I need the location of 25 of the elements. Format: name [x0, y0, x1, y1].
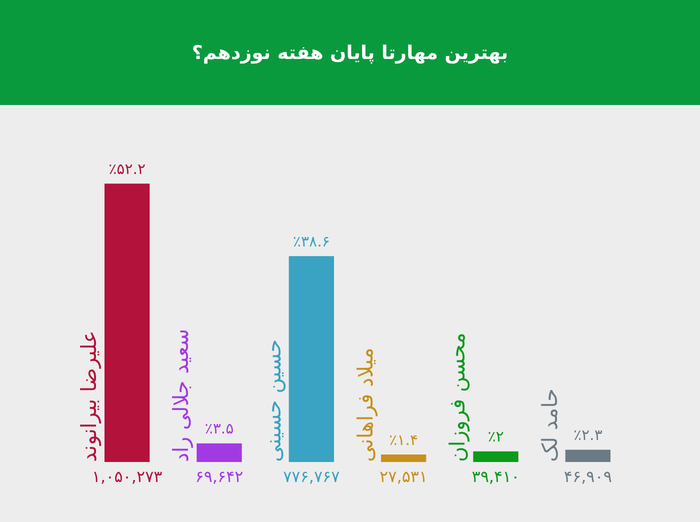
text: ۴۶,۹۰۹ [564, 467, 612, 486]
bar [565, 450, 610, 462]
data-label: ٪۵۲.۲ [108, 160, 146, 178]
data-label: ٪۳۸.۶ [292, 232, 330, 251]
x-tick-label: حسین حسینی [261, 339, 286, 462]
text: ۱,۰۵۰,۲۷۳ [92, 467, 163, 486]
x-tick-label: محسن فروزان [446, 332, 471, 462]
x-tick-label: سعید جلالی راد [169, 328, 194, 462]
x-tick-label: میلاد فراهانی [353, 348, 378, 462]
chart-title: بهترین مهارتا پایان هفته نوزدهم؟ [0, 0, 700, 105]
x-tick-label: علیرضا بیرانوند [76, 330, 102, 462]
data-label: ٪۲.۳ [573, 426, 602, 444]
bar [288, 256, 334, 462]
text: ۲۷,۵۳۱ [380, 467, 428, 486]
text: ۷۷۶,۷۶۷ [283, 467, 340, 486]
text: ۳۹,۴۱۰ [472, 467, 520, 486]
data-label: ٪۱.۴ [389, 430, 418, 449]
bar [473, 451, 518, 462]
bar [196, 443, 242, 462]
data-label: ٪۳.۵ [204, 420, 234, 438]
x-tick-label: حامد لک [538, 388, 562, 462]
text: ۶۹,۶۴۲ [195, 467, 244, 486]
bar [381, 454, 426, 462]
bar [104, 184, 150, 462]
data-label: ٪۲ [488, 428, 504, 446]
